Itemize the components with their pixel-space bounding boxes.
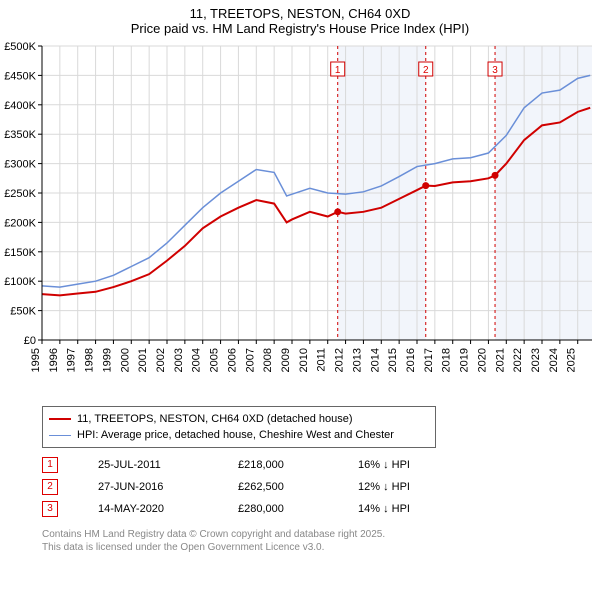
svg-text:£350K: £350K xyxy=(4,129,36,141)
svg-text:£50K: £50K xyxy=(10,306,36,318)
legend-swatch xyxy=(49,418,71,420)
svg-text:2001: 2001 xyxy=(137,348,149,372)
svg-text:2024: 2024 xyxy=(548,348,560,372)
svg-text:£250K: £250K xyxy=(4,188,36,200)
sale-date: 25-JUL-2011 xyxy=(98,454,198,476)
svg-text:2011: 2011 xyxy=(316,348,328,372)
sale-diff: 12% ↓ HPI xyxy=(358,476,448,498)
svg-text:2015: 2015 xyxy=(387,348,399,372)
svg-text:2006: 2006 xyxy=(226,348,238,372)
legend: 11, TREETOPS, NESTON, CH64 0XD (detached… xyxy=(42,406,436,448)
svg-text:1: 1 xyxy=(335,65,341,76)
sale-price: £280,000 xyxy=(238,498,318,520)
title-line-1: 11, TREETOPS, NESTON, CH64 0XD xyxy=(0,6,600,21)
sale-marker-icon: 1 xyxy=(42,457,58,473)
svg-text:2022: 2022 xyxy=(512,348,524,372)
svg-text:2021: 2021 xyxy=(494,348,506,372)
svg-text:2005: 2005 xyxy=(209,348,221,372)
svg-text:2016: 2016 xyxy=(405,348,417,372)
svg-text:2017: 2017 xyxy=(423,348,435,372)
svg-text:1996: 1996 xyxy=(48,348,60,372)
sales-table: 1 25-JUL-2011 £218,000 16% ↓ HPI 2 27-JU… xyxy=(42,454,590,520)
svg-text:2: 2 xyxy=(423,65,429,76)
svg-text:2013: 2013 xyxy=(351,348,363,372)
svg-text:2000: 2000 xyxy=(119,348,131,372)
svg-text:2020: 2020 xyxy=(476,348,488,372)
legend-item: HPI: Average price, detached house, Ches… xyxy=(49,427,429,443)
footer-attribution: Contains HM Land Registry data © Crown c… xyxy=(42,528,590,554)
sale-date: 14-MAY-2020 xyxy=(98,498,198,520)
svg-text:£200K: £200K xyxy=(4,217,36,229)
sale-price: £218,000 xyxy=(238,454,318,476)
svg-text:£0: £0 xyxy=(24,335,36,347)
sale-marker-icon: 3 xyxy=(42,501,58,517)
title-line-2: Price paid vs. HM Land Registry's House … xyxy=(0,21,600,36)
svg-text:£100K: £100K xyxy=(4,276,36,288)
chart-area: 1 2 3 £0 £50K £100K £150K £200K £250K £300K £350K £… xyxy=(0,40,600,400)
sale-marker-icon: 2 xyxy=(42,479,58,495)
svg-text:2010: 2010 xyxy=(298,348,310,372)
svg-text:£450K: £450K xyxy=(4,70,36,82)
svg-text:2003: 2003 xyxy=(173,348,185,372)
legend-item: 11, TREETOPS, NESTON, CH64 0XD (detached… xyxy=(49,411,429,427)
svg-text:£150K: £150K xyxy=(4,247,36,259)
svg-text:2007: 2007 xyxy=(244,348,256,372)
svg-text:2014: 2014 xyxy=(369,348,381,372)
footer-line-1: Contains HM Land Registry data © Crown c… xyxy=(42,528,590,541)
sale-price: £262,500 xyxy=(238,476,318,498)
svg-text:1999: 1999 xyxy=(101,348,113,372)
legend-swatch xyxy=(49,435,71,436)
svg-text:2004: 2004 xyxy=(191,348,203,372)
sale-diff: 14% ↓ HPI xyxy=(358,498,448,520)
svg-text:2008: 2008 xyxy=(262,348,274,372)
legend-label: HPI: Average price, detached house, Ches… xyxy=(77,427,394,443)
svg-text:1997: 1997 xyxy=(66,348,78,372)
chart-title-block: 11, TREETOPS, NESTON, CH64 0XD Price pai… xyxy=(0,0,600,40)
svg-text:2012: 2012 xyxy=(334,348,346,372)
sales-row: 1 25-JUL-2011 £218,000 16% ↓ HPI xyxy=(42,454,590,476)
svg-text:2023: 2023 xyxy=(530,348,542,372)
sale-date: 27-JUN-2016 xyxy=(98,476,198,498)
svg-text:2009: 2009 xyxy=(280,348,292,372)
line-chart-svg: 1 2 3 £0 £50K £100K £150K £200K £250K £300K £350K £… xyxy=(0,40,600,400)
footer-line-2: This data is licensed under the Open Gov… xyxy=(42,541,590,554)
svg-text:£500K: £500K xyxy=(4,41,36,53)
svg-text:2025: 2025 xyxy=(566,348,578,372)
sales-row: 2 27-JUN-2016 £262,500 12% ↓ HPI xyxy=(42,476,590,498)
svg-text:1998: 1998 xyxy=(84,348,96,372)
svg-text:2018: 2018 xyxy=(441,348,453,372)
legend-label: 11, TREETOPS, NESTON, CH64 0XD (detached… xyxy=(77,411,353,427)
svg-text:£400K: £400K xyxy=(4,100,36,112)
svg-text:2019: 2019 xyxy=(459,348,471,372)
svg-text:£300K: £300K xyxy=(4,159,36,171)
sales-row: 3 14-MAY-2020 £280,000 14% ↓ HPI xyxy=(42,498,590,520)
sale-diff: 16% ↓ HPI xyxy=(358,454,448,476)
svg-text:3: 3 xyxy=(492,65,498,76)
svg-text:1995: 1995 xyxy=(30,348,42,372)
svg-text:2002: 2002 xyxy=(155,348,167,372)
